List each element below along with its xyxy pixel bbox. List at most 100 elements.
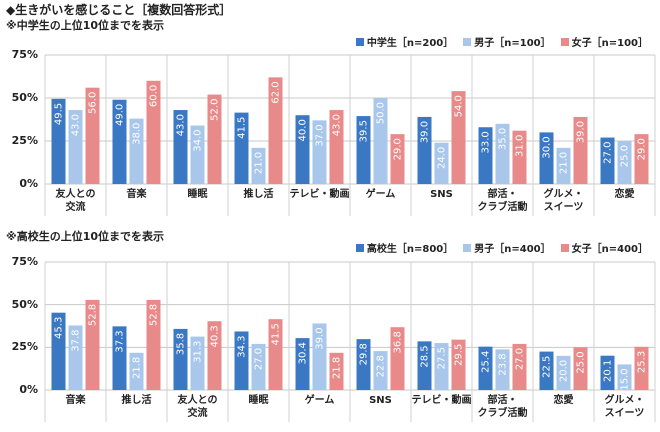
- bar: [512, 130, 527, 184]
- value-label: 34.0: [193, 130, 204, 152]
- x-tick-label: SNS: [369, 395, 392, 406]
- bar: [373, 351, 388, 390]
- bar: [85, 87, 100, 184]
- x-tick-label: 音楽: [65, 395, 86, 406]
- bar: [251, 147, 266, 184]
- x-tick-label: 睡眠: [248, 395, 269, 406]
- bar: [295, 338, 310, 390]
- x-tick-label: ゲーム: [304, 395, 335, 406]
- chart-subtitle: ※中学生の上位10位までを表示: [6, 19, 165, 32]
- bar: [539, 351, 554, 390]
- x-tick-label: テレビ・動画: [289, 189, 350, 200]
- value-label: 22.5: [542, 356, 553, 378]
- value-label: 39.0: [315, 327, 326, 349]
- x-tick-label: ゲーム: [365, 189, 396, 200]
- legend-label: 男子［n=400］: [474, 244, 551, 255]
- bar: [329, 110, 344, 184]
- value-label: 30.4: [298, 342, 309, 364]
- value-label: 25.4: [481, 351, 492, 373]
- value-label: 62.0: [271, 81, 282, 103]
- bar: [600, 137, 615, 184]
- legend-item: 女子［n=400］: [560, 240, 648, 255]
- value-label: 21.8: [132, 357, 143, 379]
- bar: [495, 123, 510, 184]
- x-tick-label: 友人との 交流: [177, 395, 218, 419]
- x-tick-label: 音楽: [126, 189, 147, 200]
- bar: [556, 355, 571, 390]
- y-tick-label: 25%: [11, 134, 38, 147]
- value-label: 27.0: [603, 142, 614, 164]
- value-label: 23.8: [498, 353, 509, 375]
- y-tick-label: 75%: [11, 255, 38, 268]
- page-title: ◆生きがいを感じること［複数回答形式］: [6, 3, 232, 17]
- x-tick-label: 睡眠: [187, 189, 208, 200]
- value-label: 29.8: [359, 343, 370, 365]
- value-label: 20.1: [603, 360, 614, 382]
- value-label: 37.0: [315, 124, 326, 146]
- bar: [573, 347, 588, 390]
- value-label: 49.5: [54, 103, 65, 125]
- y-tick-label: 0%: [19, 177, 38, 190]
- value-label: 40.3: [210, 325, 221, 347]
- legend-item: 中学生［n=200］: [355, 34, 453, 49]
- legend-swatch: [560, 244, 569, 252]
- bar: [478, 127, 493, 184]
- bar: [251, 343, 266, 390]
- bar: [146, 299, 161, 390]
- value-label: 45.3: [54, 317, 65, 339]
- value-label: 43.0: [332, 114, 343, 136]
- bar: [478, 346, 493, 390]
- bar: [451, 339, 466, 390]
- value-label: 39.0: [576, 121, 587, 143]
- x-tick-label: グルメ・ スイーツ: [543, 189, 584, 213]
- legend-label: 男子［n=100］: [474, 38, 551, 49]
- legend-swatch: [560, 38, 569, 46]
- legend-swatch: [355, 244, 364, 252]
- bar: [556, 147, 571, 184]
- value-label: 29.0: [393, 138, 404, 160]
- legend-item: 男子［n=400］: [463, 240, 551, 255]
- legend-item: 高校生［n=800］: [355, 240, 453, 255]
- bar: [268, 77, 283, 184]
- bar: [312, 120, 327, 184]
- bar: [539, 132, 554, 184]
- bar: [573, 116, 588, 184]
- bar: [312, 323, 327, 390]
- bar: [68, 325, 83, 390]
- value-label: 36.8: [393, 331, 404, 353]
- value-label: 54.0: [454, 95, 465, 117]
- bar: [451, 91, 466, 184]
- x-tick-label: テレビ・動画: [411, 395, 472, 406]
- value-label: 28.5: [420, 345, 431, 367]
- value-label: 31.0: [515, 135, 526, 157]
- x-tick-label: 推し活: [121, 395, 152, 406]
- bar: [112, 99, 127, 184]
- bar: [173, 328, 188, 390]
- bar: [190, 125, 205, 184]
- x-tick-label: 恋愛: [553, 395, 574, 406]
- x-tick-label: グルメ・ スイーツ: [604, 395, 645, 419]
- bar: [51, 98, 66, 184]
- value-label: 27.5: [437, 347, 448, 369]
- value-label: 21.0: [254, 152, 265, 174]
- x-tick-label: 推し活: [243, 189, 274, 200]
- bar: [112, 326, 127, 390]
- value-label: 31.3: [193, 341, 204, 363]
- bar: [190, 336, 205, 390]
- bar: [51, 312, 66, 390]
- value-label: 15.0: [620, 368, 631, 390]
- value-label: 60.0: [149, 85, 160, 107]
- value-label: 37.3: [115, 330, 126, 352]
- value-label: 33.0: [481, 131, 492, 153]
- bar: [434, 343, 449, 390]
- bar: [329, 352, 344, 390]
- chart-subtitle: ※高校生の上位10位までを表示: [6, 230, 165, 243]
- bar: [129, 352, 144, 390]
- value-label: 27.0: [515, 348, 526, 370]
- value-label: 29.5: [454, 344, 465, 366]
- value-label: 34.3: [237, 335, 248, 357]
- legend-item: 男子［n=100］: [463, 34, 551, 49]
- legend-swatch: [463, 38, 472, 46]
- bar: [356, 339, 371, 390]
